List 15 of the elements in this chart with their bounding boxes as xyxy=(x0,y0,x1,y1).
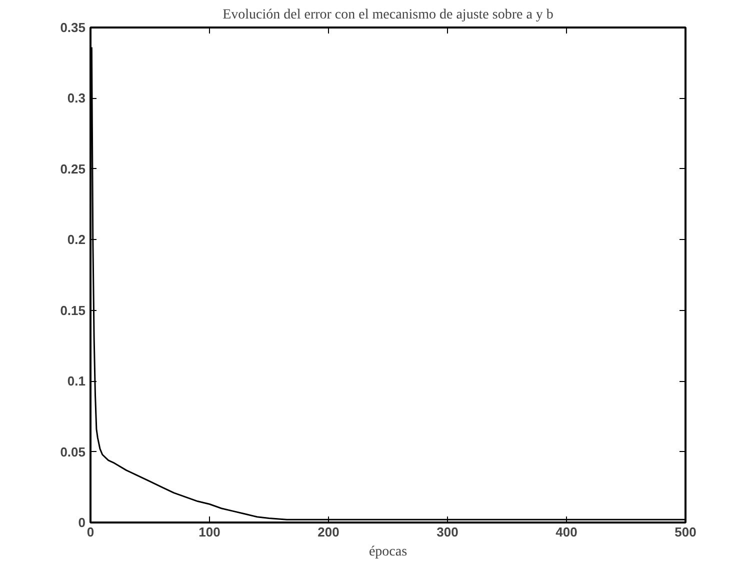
x-tick-label: 500 xyxy=(674,524,696,540)
x-axis-title: épocas xyxy=(368,544,408,560)
chart-title: Evolución del error con el mecanismo de ajuste sobre a y b xyxy=(222,8,554,22)
y-tick-label: 0.2 xyxy=(67,232,86,248)
y-tick-label: 0.35 xyxy=(60,20,86,35)
y-tick-label: 0.1 xyxy=(67,374,86,389)
y-tick-label: 0 xyxy=(78,515,86,530)
x-tick-label: 200 xyxy=(318,524,340,540)
y-tick-label: 0.05 xyxy=(60,444,86,460)
x-tick-label: 300 xyxy=(436,524,458,540)
x-tick-label: 400 xyxy=(556,524,578,540)
y-tick-label: 0.3 xyxy=(67,90,86,106)
y-tick-label: 0.25 xyxy=(60,161,86,176)
x-tick-label: 100 xyxy=(198,524,220,540)
y-tick-label: 0.15 xyxy=(60,302,86,318)
